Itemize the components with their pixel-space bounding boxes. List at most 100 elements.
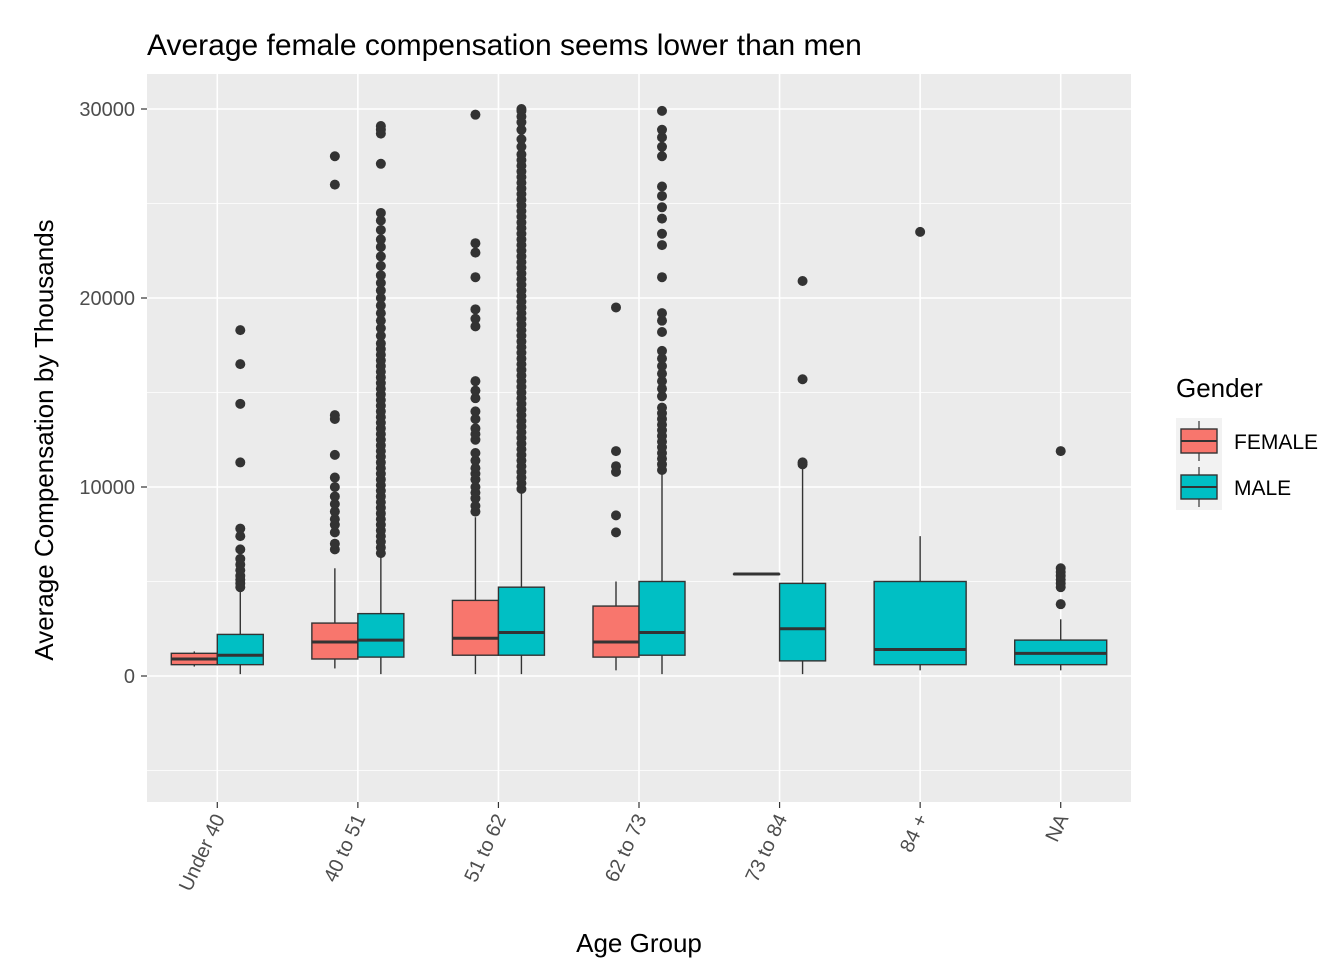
outlier-point <box>657 124 667 135</box>
y-tick-label: 20000 <box>79 288 135 310</box>
outlier-point <box>470 304 481 315</box>
outlier-point <box>657 315 667 326</box>
outlier-point <box>375 277 386 288</box>
box-female-73-to-84 <box>732 572 781 576</box>
x-tick-label: 73 to 84 <box>742 811 792 886</box>
outlier-point <box>1055 563 1066 574</box>
outlier-point <box>375 207 386 218</box>
outlier-point <box>611 527 621 538</box>
outlier-point <box>235 523 246 534</box>
outlier-point <box>375 300 386 311</box>
outlier-point <box>375 260 386 271</box>
outlier-point <box>797 275 808 286</box>
outlier-point <box>235 457 246 468</box>
x-axis-title: Age Group <box>576 928 702 958</box>
box-body <box>592 605 640 658</box>
outlier-point <box>470 321 481 332</box>
outlier-point <box>375 251 386 262</box>
outlier-point <box>470 313 481 324</box>
outlier-point <box>375 270 386 281</box>
outlier-point <box>470 238 481 249</box>
x-tick-label: 84 + <box>896 811 933 856</box>
box-male-62-to-73 <box>638 105 686 675</box>
outlier-point <box>329 506 340 517</box>
outlier-point <box>470 247 481 258</box>
box-male-under-40 <box>216 325 264 675</box>
box-layer <box>170 104 1108 675</box>
legend-entry-male: MALE <box>1176 464 1291 510</box>
legend-entry-female: FEMALE <box>1176 418 1318 464</box>
outlier-point <box>657 181 667 192</box>
outlier-point <box>1055 599 1066 610</box>
outlier-point <box>329 179 340 190</box>
outlier-point <box>470 376 481 387</box>
y-tick-label: 0 <box>124 666 135 688</box>
outlier-point <box>657 213 667 224</box>
y-tick-label: 10000 <box>79 477 135 499</box>
outlier-point <box>657 361 667 372</box>
outlier-point <box>516 149 527 160</box>
outlier-point <box>470 447 481 458</box>
legend-label: FEMALE <box>1234 431 1318 454</box>
outlier-point <box>375 215 386 226</box>
outlier-point <box>375 338 386 349</box>
outlier-point <box>375 308 386 319</box>
legend: Gender FEMALE MALE <box>1176 373 1318 510</box>
outlier-point <box>611 302 621 313</box>
box-male-na <box>1014 446 1108 671</box>
outlier-point <box>657 308 667 319</box>
box-male-51-to-62 <box>497 104 546 675</box>
outlier-point <box>235 544 246 555</box>
outlier-point <box>329 514 340 525</box>
outlier-point <box>329 410 340 421</box>
outlier-point <box>375 285 386 296</box>
outlier-point <box>657 190 667 201</box>
outlier-point <box>657 132 667 143</box>
outlier-point <box>516 134 527 145</box>
outlier-point <box>329 538 340 549</box>
outlier-point <box>657 402 667 413</box>
outlier-point <box>516 141 527 152</box>
outlier-point <box>611 510 621 521</box>
box-body <box>873 580 967 666</box>
outlier-point <box>329 151 340 162</box>
outlier-point <box>329 482 340 492</box>
outlier-point <box>657 202 667 213</box>
x-axis: Under 40 40 to 51 51 to 62 62 to 73 73 to 84… <box>175 802 1074 895</box>
outlier-point <box>375 234 386 245</box>
outlier-point <box>657 391 667 402</box>
chart-title: Average female compensation seems lower … <box>147 29 862 62</box>
outlier-point <box>611 446 621 457</box>
x-tick-label: NA <box>1042 810 1074 845</box>
outlier-point <box>375 315 386 326</box>
outlier-point <box>657 105 667 116</box>
outlier-point <box>657 345 667 356</box>
outlier-point <box>235 553 246 564</box>
box-body <box>451 599 500 656</box>
legend-title: Gender <box>1176 373 1263 403</box>
x-tick-label: Under 40 <box>175 811 230 895</box>
outlier-point <box>797 374 808 385</box>
outlier-point <box>235 398 246 409</box>
box-male-84- <box>873 226 967 671</box>
outlier-point <box>915 226 926 237</box>
grid-lines <box>147 74 1131 802</box>
y-tick-label: 30000 <box>79 99 135 121</box>
box-body <box>778 582 827 662</box>
box-male-73-to-84 <box>778 275 827 675</box>
outlier-point <box>516 124 527 135</box>
outlier-point <box>611 461 621 472</box>
outlier-point <box>329 449 340 460</box>
outlier-point <box>470 423 481 434</box>
x-tick-label: 51 to 62 <box>460 811 510 886</box>
box-female-51-to-62 <box>451 109 500 675</box>
outlier-point <box>657 240 667 251</box>
outlier-point <box>657 353 667 364</box>
outlier-point <box>470 500 481 511</box>
outlier-point <box>375 293 386 303</box>
y-axis: 0 10000 20000 30000 <box>79 99 147 688</box>
outlier-point <box>470 385 481 396</box>
outlier-point <box>375 158 386 169</box>
outlier-point <box>657 151 667 162</box>
